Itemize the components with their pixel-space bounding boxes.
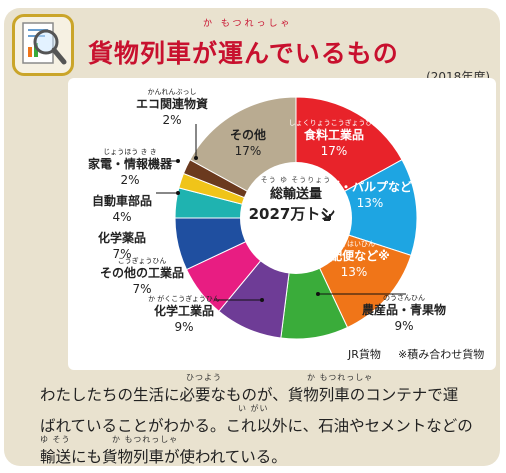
footer-line: 輸送にも貨物列車が使われている。: [40, 448, 287, 466]
slice-ruby: じょうほう き き: [103, 148, 156, 156]
slice-value-label: 13%: [341, 265, 368, 279]
slice-label: 化学薬品: [98, 230, 146, 245]
center-ruby: そう ゆ そうりょう: [261, 176, 331, 184]
slice-ruby: かんれんぶっし: [148, 88, 197, 96]
slice-value-label: 7%: [112, 247, 131, 261]
leader-dot: [176, 191, 180, 195]
slice-ruby: か がくこうぎょうひん: [148, 294, 220, 303]
magnifier-document-icon: [12, 14, 74, 76]
slice-label: エコ関連物資: [136, 96, 208, 111]
slice-value-label: 9%: [394, 319, 413, 333]
footer-ruby: か もつれっしゃ: [307, 373, 374, 382]
center-value: 2027万トン: [249, 205, 336, 223]
slice-value-label: 17%: [235, 144, 262, 158]
slice-value-label: 17%: [321, 144, 348, 158]
footer-ruby: か もつれっしゃ: [112, 435, 179, 444]
slice-value-label: 2%: [120, 173, 139, 187]
footer-line: ばれていることがわかる。これ以外に、石油やセメントなどの: [40, 417, 473, 435]
center-label: 総輸送量: [270, 186, 322, 202]
slice-label: 化学工業品: [154, 303, 214, 318]
slice-ruby: のうさんひん: [383, 294, 425, 302]
donut-hole: [240, 162, 352, 274]
leader-dot: [260, 298, 264, 302]
slice-label: その他: [230, 127, 266, 142]
page-title: 貨物列車が運んでいるもの: [88, 39, 399, 68]
slice-value-label: 2%: [162, 113, 181, 127]
footer-ruby: い がい: [238, 404, 269, 413]
slice-ruby: たくはいびん: [333, 240, 375, 248]
slice-value-label: 4%: [112, 210, 131, 224]
slice-value-label: 13%: [357, 196, 384, 210]
footer-text: わたしたちの生活に必要なものが、貨物列車のコンテナで運 ばれていることがわかる。…: [40, 380, 492, 473]
leader-dot: [176, 159, 180, 163]
slice-label: 家電・情報機器: [88, 156, 173, 171]
footer-ruby: ゆ そう: [40, 435, 71, 444]
slice-label: 農産品・青果物: [362, 302, 446, 317]
source-label: JR貨物: [347, 347, 381, 361]
slice-ruby: しょくりょうこうぎょうひん: [289, 118, 380, 127]
slice-ruby: こうぎょうひん: [118, 256, 167, 265]
slice-label: 自動車部品: [92, 193, 152, 208]
title-ruby: か もつれっしゃ: [203, 19, 293, 29]
leader-dot: [194, 156, 198, 160]
slice-label: 宅配便など※: [318, 248, 390, 263]
slice-label: 食料工業品: [303, 127, 364, 142]
leader-dot: [316, 292, 320, 296]
slice-label: 紙・パルプなど: [328, 179, 412, 194]
note-label: ※積み合わせ貨物: [398, 347, 484, 361]
arrow-icon: [321, 211, 331, 221]
pie-slice: [294, 159, 418, 257]
slice-value-label: 9%: [174, 320, 193, 334]
footer-line: わたしたちの生活に必要なものが、貨物列車のコンテナで運: [40, 386, 459, 404]
footer-ruby: ひつよう: [186, 373, 222, 382]
slice-value-label: 7%: [132, 282, 151, 296]
slice-label: その他の工業品: [100, 265, 184, 280]
